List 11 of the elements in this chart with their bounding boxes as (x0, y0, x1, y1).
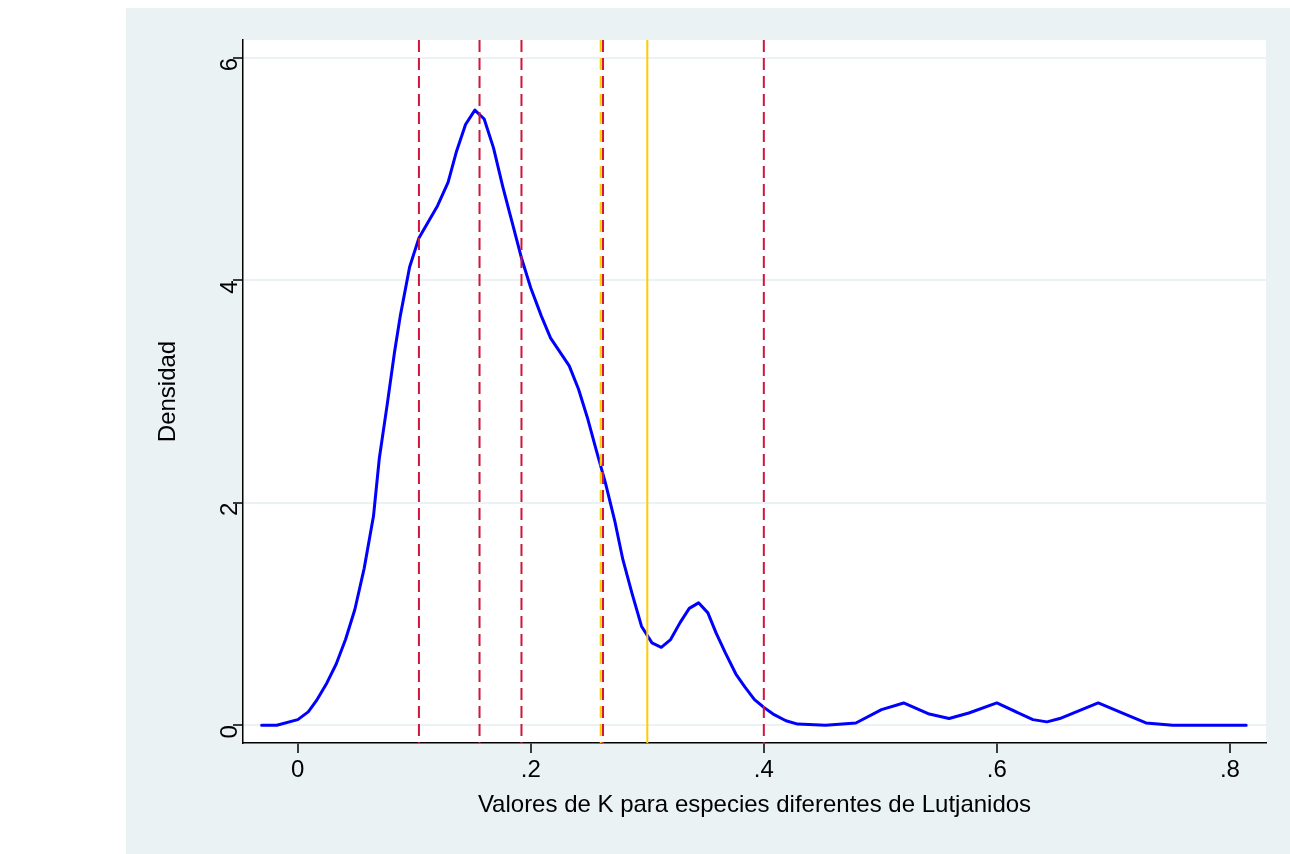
y-tick-label: 0 (214, 725, 242, 739)
x-tick-label: 0 (291, 755, 305, 783)
x-tick-label: .6 (986, 755, 1007, 783)
y-tick-label: 4 (214, 280, 242, 294)
y-tick-label: 6 (214, 57, 242, 72)
x-tick-label: .2 (520, 755, 541, 783)
y-axis-title: Densidad (153, 340, 181, 443)
x-tick-label: .8 (1219, 755, 1240, 783)
x-axis-title: Valores de K para especies diferentes de Lutjanidos (477, 790, 1032, 818)
x-tick-label: .4 (753, 755, 774, 783)
y-tick-label: 2 (214, 502, 242, 517)
